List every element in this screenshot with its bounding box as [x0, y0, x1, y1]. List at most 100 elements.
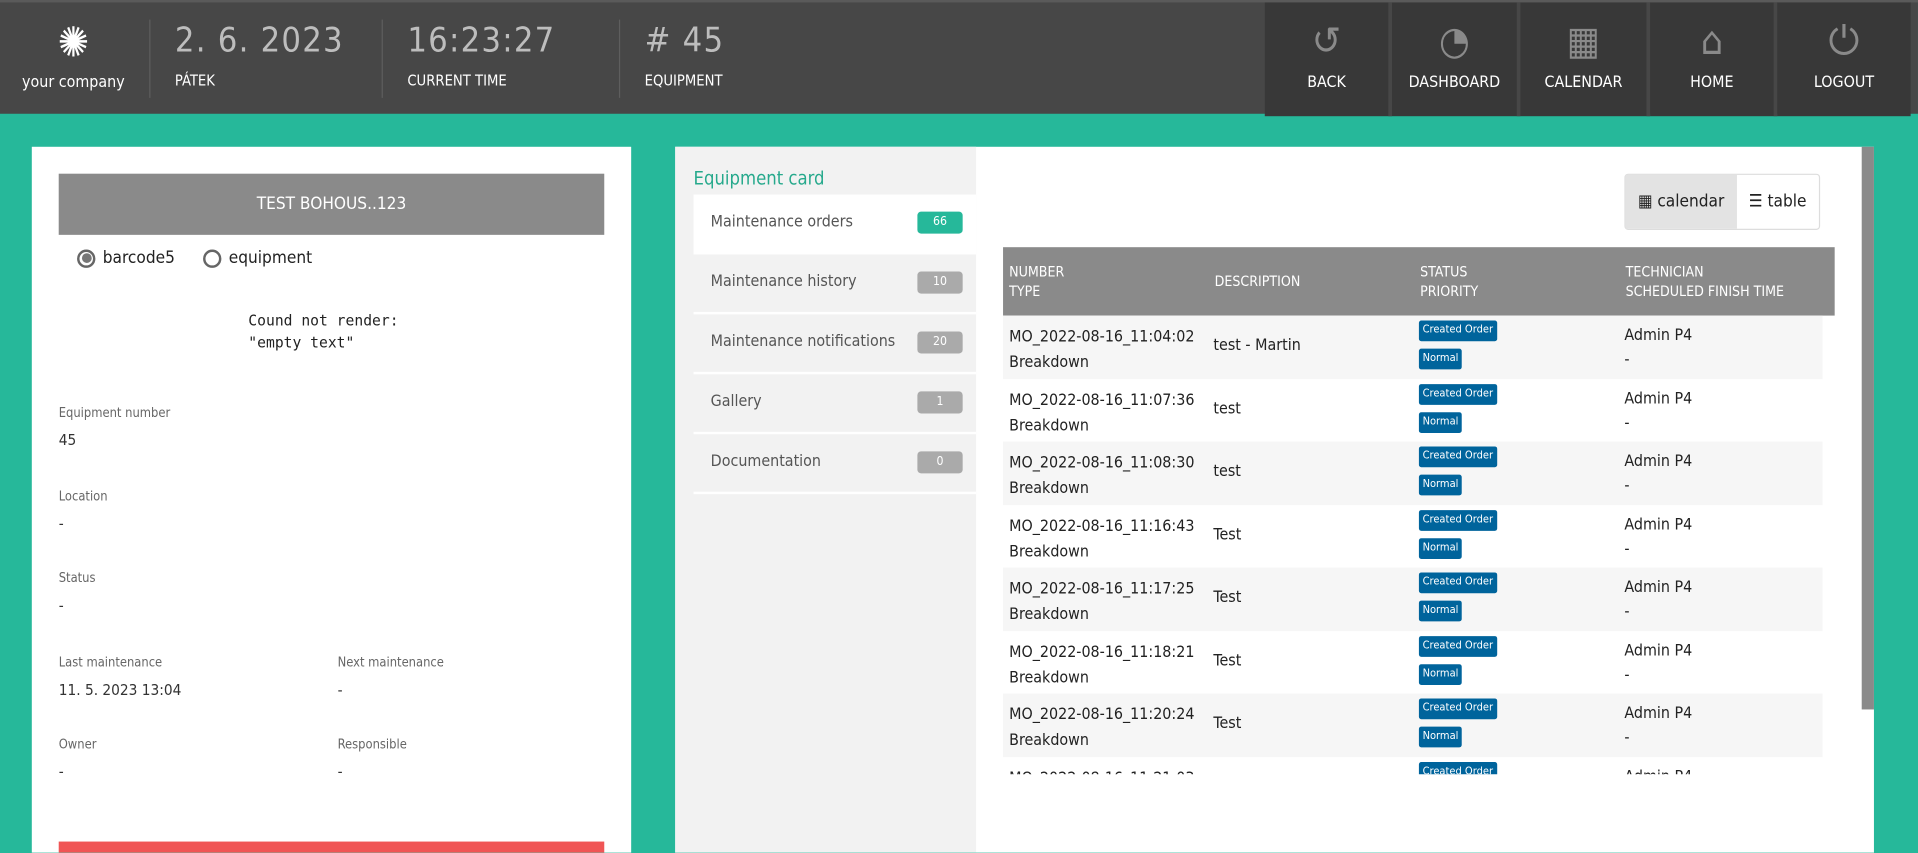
order-number: MO_2022-08-16_11:07:36	[1009, 390, 1195, 410]
technician: Admin P4	[1624, 578, 1693, 597]
table-row[interactable]: MO_2022-08-16_11:08:30 Breakdown test Cre…	[1003, 441, 1823, 505]
dashboard-label: DASHBOARD	[1408, 73, 1501, 92]
label: Responsible	[337, 737, 407, 753]
radio-label: equipment	[228, 248, 313, 268]
equipment-id: # 45	[644, 19, 725, 60]
order-number: MO_2022-08-16_11:18:21	[1009, 642, 1195, 662]
count-badge: 1	[917, 391, 963, 414]
sidebar-item-maintenance-orders[interactable]: Maintenance orders 66	[693, 194, 977, 255]
finish-time: -	[1624, 414, 1630, 433]
cell-description: Test	[1213, 714, 1242, 733]
home-label: HOME	[1690, 73, 1734, 92]
field-last-maintenance: Last maintenance 11. 5. 2023 13:04	[59, 656, 182, 699]
cell-description: Test	[1213, 651, 1242, 670]
cell-technician-finish: Admin P4 -	[1624, 513, 1692, 562]
label: Documentation	[710, 452, 821, 471]
time-block: 16:23:27 CURRENT TIME	[381, 19, 556, 98]
cell-technician-finish: Admin P4 -	[1624, 576, 1692, 625]
col-number-type[interactable]: NUMBER TYPE	[1009, 262, 1064, 301]
cell-description: test - Martin	[1213, 336, 1301, 355]
logout-button[interactable]: ⏻ LOGOUT	[1777, 2, 1911, 117]
date: 2. 6. 2023	[174, 19, 344, 60]
order-number: MO_2022-08-16_11:08:30	[1009, 453, 1195, 473]
label: Owner	[58, 737, 97, 753]
technician: Admin P4	[1624, 768, 1692, 775]
cell-number-type: MO_2022-08-16_11:18:21 Breakdown	[1009, 639, 1194, 690]
cell-technician-finish: Admin P4 -	[1624, 324, 1692, 373]
cell-number-type: MO_2022-08-16_11:21:03	[1009, 765, 1194, 775]
equipment-label: EQUIPMENT	[644, 72, 723, 90]
order-number: MO_2022-08-16_11:21:03	[1009, 769, 1194, 775]
page-scrollbar[interactable]	[1861, 146, 1874, 710]
time-label: CURRENT TIME	[407, 72, 507, 90]
equipment-title: TEST BOHOUS..123	[58, 173, 605, 235]
sidebar-item-gallery[interactable]: Gallery 1	[693, 374, 977, 435]
value: -	[337, 762, 343, 781]
technician: Admin P4	[1624, 704, 1693, 723]
order-type: Breakdown	[1009, 479, 1089, 498]
count-badge: 66	[917, 211, 963, 234]
radio-equipment[interactable]: equipment	[203, 248, 312, 268]
col-status-priority[interactable]: STATUS PRIORITY	[1420, 262, 1478, 301]
table-row[interactable]: MO_2022-08-16_11:21:03 Created Order Adm…	[1003, 757, 1823, 775]
order-type: Breakdown	[1009, 416, 1089, 435]
table-row[interactable]: MO_2022-08-16_11:17:25 Breakdown Test Cre…	[1003, 567, 1823, 631]
finish-time: -	[1624, 729, 1630, 748]
table-row[interactable]: MO_2022-08-16_11:07:36 Breakdown test Cre…	[1003, 379, 1823, 442]
status-badge: Created Order	[1418, 572, 1497, 594]
radio-checked-icon	[77, 248, 96, 268]
calendar-label: CALENDAR	[1544, 73, 1623, 92]
barcode-error: Cound not render: "empty text"	[248, 311, 399, 352]
value: -	[337, 680, 343, 699]
home-button[interactable]: ⌂ HOME	[1650, 2, 1778, 117]
cell-description: Test	[1213, 588, 1242, 607]
table-row[interactable]: MO_2022-08-16_11:20:24 Breakdown Test Cre…	[1003, 693, 1823, 757]
priority-badge: Normal	[1418, 411, 1463, 433]
cell-description: test	[1213, 399, 1241, 418]
table-view-button[interactable]: ☰ table	[1737, 175, 1819, 229]
dashboard-button[interactable]: ◔ DASHBOARD	[1392, 2, 1521, 117]
label: Location	[58, 489, 108, 504]
col-description[interactable]: DESCRIPTION	[1214, 272, 1301, 290]
sidebar-item-maintenance-notifications[interactable]: Maintenance notifications 20	[693, 314, 977, 375]
radio-label: barcode5	[102, 248, 175, 268]
finish-time: -	[1624, 540, 1630, 559]
logout-label: LOGOUT	[1813, 73, 1875, 92]
cell-technician-finish: Admin P4 -	[1624, 639, 1692, 688]
day: PÁTEK	[174, 72, 215, 90]
col-technician-finish[interactable]: TECHNICIAN SCHEDULED FINISH TIME	[1626, 262, 1784, 301]
order-number: MO_2022-08-16_11:04:02	[1009, 327, 1195, 347]
calendar-view-button[interactable]: ▦ calendar	[1625, 174, 1737, 229]
priority-badge: Normal	[1418, 663, 1463, 685]
sidebar-item-maintenance-history[interactable]: Maintenance history 10	[693, 254, 977, 315]
delete-button[interactable]	[58, 841, 605, 853]
finish-time: -	[1624, 477, 1630, 496]
priority-badge: Normal	[1418, 600, 1463, 622]
back-label: BACK	[1307, 73, 1346, 92]
order-type: Breakdown	[1009, 605, 1089, 624]
order-type: Breakdown	[1009, 353, 1089, 372]
table-body: MO_2022-08-16_11:04:02 Breakdown test - M…	[1003, 315, 1835, 775]
technician: Admin P4	[1624, 452, 1693, 471]
label: Next maintenance	[337, 655, 444, 671]
field-next-maintenance: Next maintenance -	[338, 656, 444, 699]
priority-badge: Normal	[1418, 474, 1463, 496]
radio-unchecked-icon	[203, 248, 222, 268]
equipment-block: # 45 EQUIPMENT	[618, 19, 725, 98]
table-row[interactable]: MO_2022-08-16_11:18:21 Breakdown Test Cre…	[1003, 631, 1823, 694]
calendar-button[interactable]: ▦ CALENDAR	[1520, 2, 1651, 117]
table-row[interactable]: MO_2022-08-16_11:16:43 Breakdown Test Cre…	[1003, 505, 1823, 568]
field-status: Status -	[59, 571, 96, 614]
priority-badge: Normal	[1418, 348, 1463, 370]
sidebar-item-documentation[interactable]: Documentation 0	[693, 434, 977, 495]
label: Status	[58, 571, 96, 586]
table-row[interactable]: MO_2022-08-16_11:04:02 Breakdown test - M…	[1003, 315, 1823, 379]
technician: Admin P4	[1624, 389, 1693, 408]
status-badge: Created Order	[1418, 509, 1497, 531]
cell-technician-finish: Admin P4 -	[1624, 450, 1692, 499]
order-number: MO_2022-08-16_11:17:25	[1009, 579, 1195, 599]
radio-barcode[interactable]: barcode5	[77, 248, 175, 268]
date-block: 2. 6. 2023 PÁTEK	[149, 19, 344, 98]
cell-number-type: MO_2022-08-16_11:17:25 Breakdown	[1009, 576, 1194, 627]
back-button[interactable]: ↺ BACK	[1264, 2, 1393, 117]
